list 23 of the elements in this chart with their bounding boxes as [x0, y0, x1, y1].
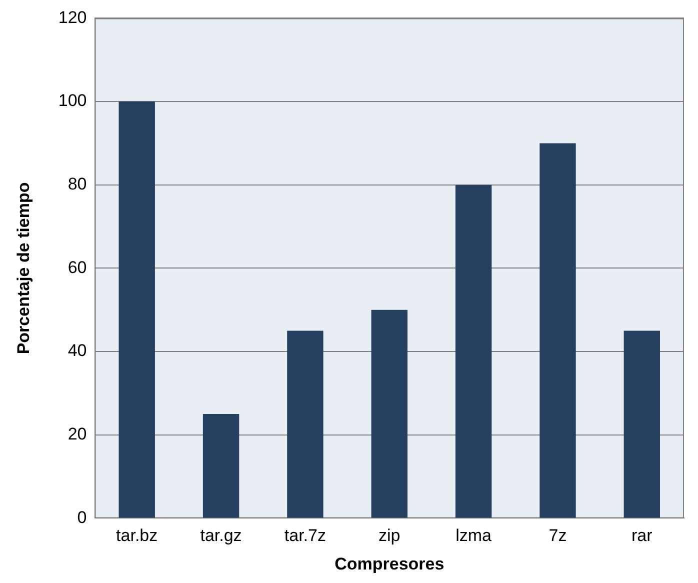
y-tick-label: 100 [58, 91, 87, 110]
x-tick-label: tar.gz [200, 526, 242, 546]
y-tick-label: 120 [58, 8, 87, 27]
y-tick-label: 0 [77, 508, 87, 527]
bar [118, 102, 155, 518]
x-tick-label: zip [378, 526, 400, 546]
bar [540, 143, 576, 518]
y-tick-label: 80 [68, 174, 87, 194]
x-tick-label: 7z [548, 526, 567, 546]
x-tick-label: lzma [456, 526, 492, 546]
x-tick-label: tar.7z [284, 526, 326, 546]
bar [287, 330, 324, 518]
y-tick-label: 40 [68, 341, 87, 360]
x-axis-title: Compresores [334, 554, 444, 574]
bar [624, 330, 660, 518]
bar [202, 414, 240, 518]
x-tick-label: rar [632, 526, 653, 546]
y-tick-label: 60 [68, 258, 87, 277]
y-tick-label: 20 [68, 424, 87, 444]
x-tick-label: tar.bz [116, 526, 158, 546]
y-axis-title: Porcentaje de tiempo [14, 182, 33, 354]
bar [371, 310, 408, 518]
bar [455, 184, 492, 518]
